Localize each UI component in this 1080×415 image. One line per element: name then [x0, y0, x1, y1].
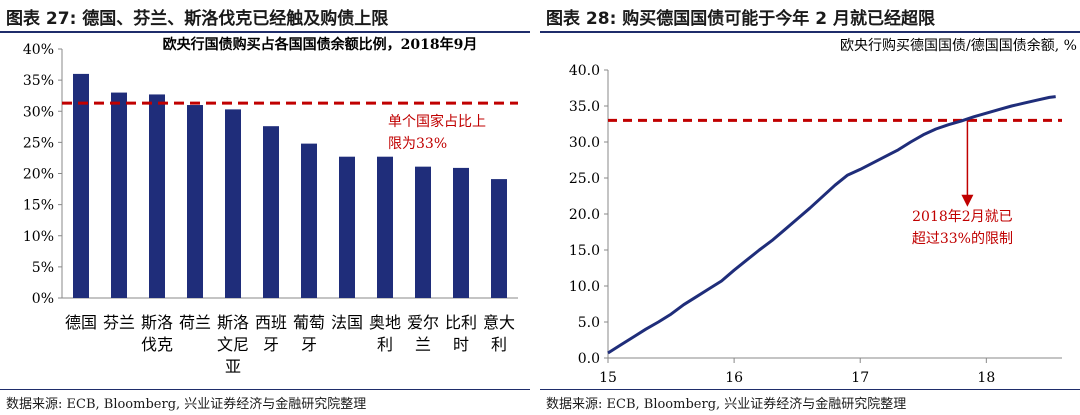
- left-bars: [73, 73, 507, 299]
- left-source-rule: [0, 389, 530, 390]
- left-y-tick-label: 20%: [23, 167, 54, 183]
- left-chart-subtitle: 欧央行国债购买占各国国债余额比例，2018年9月: [163, 36, 478, 53]
- left-bar: [491, 179, 507, 298]
- left-bar: [339, 156, 355, 298]
- right-y-tick-label: 5.0: [578, 315, 600, 331]
- left-y-tick-label: 35%: [23, 73, 54, 89]
- right-y-tick-label: 25.0: [569, 171, 600, 187]
- left-bar: [453, 167, 469, 298]
- left-chart-panel: 图表 27: 德国、芬兰、斯洛伐克已经触及购债上限 欧央行国债购买占各国国债余额…: [0, 0, 530, 415]
- left-x-tick-label: 斯洛: [141, 313, 173, 332]
- left-y-tick-label: 0%: [32, 291, 54, 307]
- right-x-ticks: 15 16 17 18: [599, 358, 995, 386]
- right-x-tick-label: 18: [977, 370, 995, 386]
- left-x-tick-label: 亚: [225, 357, 241, 376]
- left-y-tick-label: 15%: [23, 198, 54, 214]
- right-title-rule: [540, 31, 1080, 33]
- right-line-chart: 欧央行购买德国国债/德国国债余额, % 0.0 5.0 10.0 15.0 20.0 25…: [569, 37, 1077, 386]
- right-x-tick-label: 17: [851, 370, 869, 386]
- left-bar: [301, 143, 317, 298]
- right-y-tick-label: 10.0: [569, 279, 600, 295]
- left-bar: [187, 105, 203, 299]
- left-bar: [225, 109, 241, 298]
- left-y-tick-label: 30%: [23, 104, 54, 120]
- left-title-rule: [0, 31, 530, 33]
- left-y-tick-label: 25%: [23, 135, 54, 151]
- left-x-tick-label: 伐克: [141, 335, 173, 354]
- right-series-line: [607, 95, 1056, 355]
- right-chart-subtitle: 欧央行购买德国国债/德国国债余额, %: [840, 37, 1077, 54]
- right-annotation-arrowhead: [961, 194, 974, 207]
- left-bar-chart: 欧央行国债购买占各国国债余额比例，2018年9月 0% 5% 10% 15% 20% 25…: [23, 36, 518, 376]
- left-y-tick-label: 10%: [23, 229, 54, 245]
- left-bar: [73, 73, 89, 299]
- left-x-tick-label: 利: [491, 335, 507, 354]
- right-y-tick-label: 40.0: [569, 63, 600, 79]
- left-x-tick-label: 法国: [331, 313, 363, 332]
- left-x-tick-label: 德国: [65, 313, 97, 332]
- right-chart-panel: 图表 28: 购买德国国债可能于今年 2 月就已经超限 欧央行购买德国国债/德国…: [540, 0, 1080, 415]
- left-x-tick-label: 文尼: [217, 335, 249, 354]
- left-x-tick-label: 兰: [415, 335, 431, 354]
- right-y-tick-label: 0.0: [578, 351, 600, 367]
- right-x-tick-label: 16: [725, 370, 743, 386]
- right-y-tick-label: 30.0: [569, 135, 600, 151]
- right-y-tick-label: 35.0: [569, 99, 600, 115]
- left-bar: [263, 126, 279, 298]
- right-source-note: 数据来源: ECB, Bloomberg, 兴业证券经济与金融研究院整理: [546, 397, 907, 412]
- left-x-tick-label: 荷兰: [179, 313, 211, 332]
- left-x-tick-label: 西班: [255, 313, 287, 332]
- right-annotation-line1: 2018年2月就已: [912, 209, 1013, 225]
- left-bar: [377, 156, 393, 298]
- left-x-tick-label: 比利: [445, 313, 477, 332]
- right-figure-title: 图表 28: 购买德国国债可能于今年 2 月就已经超限: [546, 9, 935, 29]
- left-x-tick-label: 奥地: [369, 313, 401, 332]
- right-annotation-line2: 超过33%的限制: [912, 231, 1013, 247]
- right-y-tick-label: 20.0: [569, 207, 600, 223]
- left-threshold-label-line1: 单个国家占比上: [388, 113, 486, 130]
- left-y-tick-label: 40%: [23, 42, 54, 58]
- right-y-ticks: 0.0 5.0 10.0 15.0 20.0 25.0 30.0 35.0 40.0: [569, 63, 608, 367]
- left-bar: [149, 94, 165, 298]
- right-x-tick-label: 15: [599, 370, 617, 386]
- right-source-rule: [540, 389, 1080, 390]
- left-figure-title: 图表 27: 德国、芬兰、斯洛伐克已经触及购债上限: [6, 9, 389, 29]
- left-bar: [415, 166, 431, 298]
- left-y-ticks: 0% 5% 10% 15% 20% 25% 30% 35% 40%: [23, 42, 62, 307]
- left-x-tick-label: 意大: [483, 313, 515, 332]
- left-x-tick-label: 牙: [263, 335, 279, 354]
- left-x-tick-label: 葡萄: [293, 313, 325, 332]
- right-y-tick-label: 15.0: [569, 243, 600, 259]
- left-threshold-label-line2: 限为33%: [388, 136, 447, 152]
- left-x-tick-label: 爱尔: [407, 313, 439, 332]
- left-y-tick-label: 5%: [32, 260, 54, 276]
- left-source-note: 数据来源: ECB, Bloomberg, 兴业证券经济与金融研究院整理: [6, 397, 367, 412]
- left-x-tick-label: 斯洛: [217, 313, 249, 332]
- left-x-tick-label: 牙: [301, 335, 317, 354]
- left-x-tick-label: 时: [453, 335, 469, 354]
- left-bar: [111, 92, 127, 298]
- left-x-tick-label: 利: [377, 335, 393, 354]
- left-x-tick-label: 芬兰: [103, 313, 135, 332]
